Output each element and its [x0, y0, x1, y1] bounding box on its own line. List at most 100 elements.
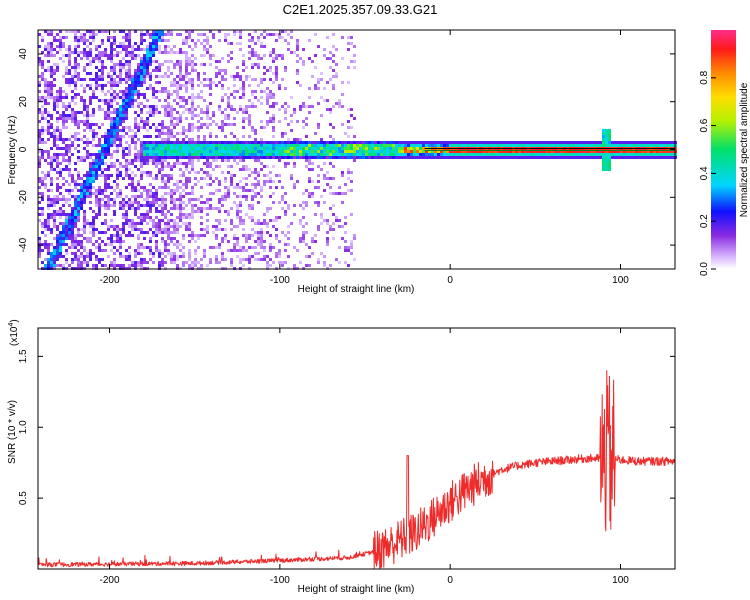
heatmap-cell [86, 156, 89, 159]
snr-x-axis: -200 -100 0 100 [100, 328, 629, 586]
heatmap-cell [125, 213, 128, 216]
heatmap-cell [149, 72, 152, 75]
heatmap-cell [125, 153, 128, 156]
heatmap-cell [236, 249, 239, 252]
heatmap-cell [392, 144, 395, 147]
heatmap-cell [530, 141, 533, 144]
heatmap-cell [320, 222, 323, 225]
heatmap-cell [107, 54, 110, 57]
heatmap-cell [95, 168, 98, 171]
heatmap-cell [227, 123, 230, 126]
heatmap-cell [53, 201, 56, 204]
heatmap-cell [239, 48, 242, 51]
heatmap-cell [176, 264, 179, 267]
heatmap-cell [110, 186, 113, 189]
heatmap-cell [173, 231, 176, 234]
heatmap-cell [164, 165, 167, 168]
heatmap-cell [143, 153, 146, 156]
heatmap-cell [542, 141, 545, 144]
heatmap-cell [113, 138, 116, 141]
heatmap-cell [347, 177, 350, 180]
heatmap-cell [149, 249, 152, 252]
heatmap-cell [116, 171, 119, 174]
heatmap-cell [50, 255, 53, 258]
heatmap-cell [152, 69, 155, 72]
heatmap-cell [149, 174, 152, 177]
heatmap-cell [113, 84, 116, 87]
heatmap-cell [206, 153, 209, 156]
heatmap-cell [146, 162, 149, 165]
heatmap-cell [119, 66, 122, 69]
heatmap-cell [158, 204, 161, 207]
heatmap-cell [218, 81, 221, 84]
heatmap-cell [173, 192, 176, 195]
heatmap-cell [119, 228, 122, 231]
heatmap-cell [95, 228, 98, 231]
heatmap-cell [482, 156, 485, 159]
heatmap-cell [248, 234, 251, 237]
heatmap-cell [167, 210, 170, 213]
heatmap-cell [359, 150, 362, 153]
heatmap-cell [362, 153, 365, 156]
heatmap-cell [176, 102, 179, 105]
heatmap-cell [230, 219, 233, 222]
heatmap-cell [161, 240, 164, 243]
heatmap-cell [467, 156, 470, 159]
heatmap-cell [224, 186, 227, 189]
heatmap-cell [422, 147, 425, 150]
heatmap-cell [176, 117, 179, 120]
heatmap-cell [395, 147, 398, 150]
heatmap-cell [125, 234, 128, 237]
heatmap-cell [92, 243, 95, 246]
heatmap-cell [206, 201, 209, 204]
heatmap-cell [605, 138, 608, 141]
heatmap-cell [212, 147, 215, 150]
heatmap-cell [299, 219, 302, 222]
heatmap-cell [125, 126, 128, 129]
heatmap-cell [191, 165, 194, 168]
heatmap-cell [485, 150, 488, 153]
heatmap-cell [122, 126, 125, 129]
heatmap-cell [47, 45, 50, 48]
heatmap-cell [170, 258, 173, 261]
heatmap-cell [227, 156, 230, 159]
heatmap-cell [320, 141, 323, 144]
heatmap-cell [617, 153, 620, 156]
heatmap-cell [179, 84, 182, 87]
heatmap-cell [113, 93, 116, 96]
heatmap-cell [512, 150, 515, 153]
heatmap-cell [56, 90, 59, 93]
heatmap-cell [197, 78, 200, 81]
heatmap-cell [656, 141, 659, 144]
heatmap-cell [341, 147, 344, 150]
heatmap-cell [233, 84, 236, 87]
heatmap-cell [128, 93, 131, 96]
heatmap-cell [116, 120, 119, 123]
heatmap-cell [260, 186, 263, 189]
heatmap-cell [437, 144, 440, 147]
heatmap-cell [317, 225, 320, 228]
heatmap-cell [563, 153, 566, 156]
heatmap-cell [338, 144, 341, 147]
heatmap-cell [107, 186, 110, 189]
heatmap-cell [134, 186, 137, 189]
heatmap-cell [80, 192, 83, 195]
heatmap-cell [146, 171, 149, 174]
heatmap-cell [158, 36, 161, 39]
heatmap-cell [125, 33, 128, 36]
heatmap-cell [50, 87, 53, 90]
heatmap-cell [128, 39, 131, 42]
heatmap-cell [320, 114, 323, 117]
heatmap-cell [107, 255, 110, 258]
heatmap-cell [173, 255, 176, 258]
heatmap-cell [98, 57, 101, 60]
heatmap-cell [440, 144, 443, 147]
heatmap-cell [281, 198, 284, 201]
heatmap-cell [191, 81, 194, 84]
heatmap-cell [179, 144, 182, 147]
heatmap-cell [74, 198, 77, 201]
heatmap-cell [173, 222, 176, 225]
heatmap-cell [164, 51, 167, 54]
heatmap-cell [233, 96, 236, 99]
heatmap-cell [239, 195, 242, 198]
